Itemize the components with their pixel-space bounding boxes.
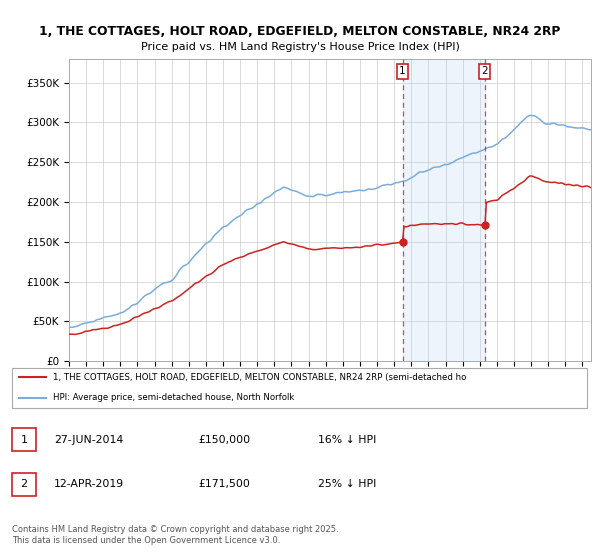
FancyBboxPatch shape xyxy=(12,368,587,408)
Text: HPI: Average price, semi-detached house, North Norfolk: HPI: Average price, semi-detached house,… xyxy=(53,393,294,402)
Text: 16% ↓ HPI: 16% ↓ HPI xyxy=(318,435,376,445)
Text: 1, THE COTTAGES, HOLT ROAD, EDGEFIELD, MELTON CONSTABLE, NR24 2RP: 1, THE COTTAGES, HOLT ROAD, EDGEFIELD, M… xyxy=(40,25,560,38)
Text: 1: 1 xyxy=(20,435,28,445)
Text: 1, THE COTTAGES, HOLT ROAD, EDGEFIELD, MELTON CONSTABLE, NR24 2RP (semi-detached: 1, THE COTTAGES, HOLT ROAD, EDGEFIELD, M… xyxy=(53,373,466,382)
Text: Price paid vs. HM Land Registry's House Price Index (HPI): Price paid vs. HM Land Registry's House … xyxy=(140,42,460,52)
Text: 25% ↓ HPI: 25% ↓ HPI xyxy=(318,479,376,489)
Text: £171,500: £171,500 xyxy=(198,479,250,489)
Text: 12-APR-2019: 12-APR-2019 xyxy=(54,479,124,489)
Text: 27-JUN-2014: 27-JUN-2014 xyxy=(54,435,123,445)
Text: Contains HM Land Registry data © Crown copyright and database right 2025.
This d: Contains HM Land Registry data © Crown c… xyxy=(12,525,338,545)
Text: £150,000: £150,000 xyxy=(198,435,250,445)
Text: 1: 1 xyxy=(399,67,406,76)
Bar xyxy=(403,59,485,361)
Text: 2: 2 xyxy=(481,67,488,76)
Text: 2: 2 xyxy=(20,479,28,489)
